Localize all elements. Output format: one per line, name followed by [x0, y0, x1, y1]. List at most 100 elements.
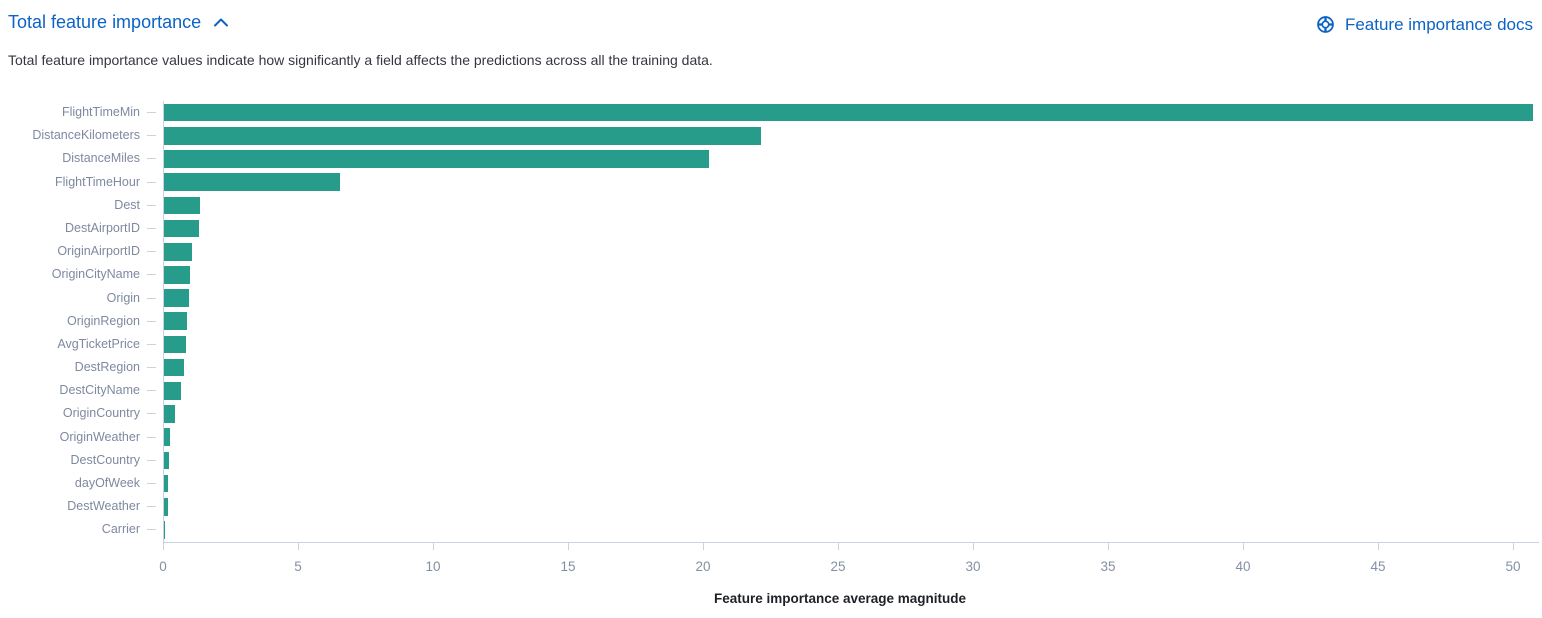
chart-row: Carrier [0, 518, 1542, 541]
y-axis-line [163, 101, 164, 542]
feature-importance-bar[interactable] [164, 335, 187, 354]
y-axis-label: AvgTicketPrice [57, 336, 140, 351]
x-axis-tick [973, 542, 974, 550]
chart-rows: FlightTimeMin DistanceKilometers DistanceM… [0, 101, 1542, 542]
y-axis-tick [147, 506, 156, 508]
feature-importance-bar[interactable] [164, 219, 200, 238]
y-axis-label: DistanceMiles [62, 151, 140, 166]
y-axis-tick [147, 204, 156, 206]
feature-importance-bar[interactable] [164, 150, 710, 168]
feature-importance-bar[interactable] [164, 289, 190, 307]
chart-row: DestWeather [0, 495, 1542, 518]
chart-row: FlightTimeHour [0, 171, 1542, 194]
docs-link-label: Feature importance docs [1344, 14, 1533, 34]
x-axis-tick-label: 30 [965, 559, 981, 574]
chevron-up-icon [213, 17, 229, 28]
y-axis-tick [147, 251, 156, 253]
x-axis-tick [568, 542, 569, 550]
feature-importance-bar[interactable] [164, 382, 181, 400]
section-collapse-toggle[interactable]: Total feature importance [8, 12, 229, 33]
chart-row: DestCountry [0, 449, 1542, 472]
feature-importance-bar[interactable] [164, 428, 170, 447]
feature-importance-bar[interactable] [164, 173, 340, 191]
x-axis-title: Feature importance average magnitude [713, 591, 967, 606]
y-axis-tick [147, 181, 156, 183]
y-axis-tick [147, 529, 156, 531]
y-axis-tick [147, 158, 156, 160]
x-axis-tick-label: 0 [159, 559, 167, 574]
section-title: Total feature importance [8, 12, 202, 32]
x-axis-tick [1108, 542, 1109, 550]
chart-row: DestAirportID [0, 217, 1542, 240]
y-axis-tick [147, 367, 156, 369]
chart-row: AvgTicketPrice [0, 333, 1542, 356]
y-axis-tick [147, 483, 156, 484]
y-axis-tick [147, 227, 156, 229]
y-axis-tick [147, 274, 156, 276]
y-axis-tick [147, 459, 156, 461]
y-axis-tick [147, 297, 156, 299]
x-axis-tick-label: 15 [560, 559, 576, 574]
chart-row: Dest [0, 194, 1542, 217]
y-axis-label: Dest [114, 197, 140, 212]
x-axis-tick-label: 45 [1370, 559, 1386, 574]
y-axis-label: DestWeather [67, 499, 140, 514]
x-axis-tick [1243, 542, 1244, 550]
feature-importance-bar[interactable] [164, 405, 176, 423]
feature-importance-bar[interactable] [164, 521, 166, 539]
feature-importance-bar[interactable] [164, 312, 188, 331]
chart-row: DestRegion [0, 356, 1542, 379]
x-axis-tick [433, 542, 434, 550]
y-axis-label: Carrier [101, 522, 140, 537]
x-axis-tick-label: 20 [695, 559, 711, 574]
y-axis-tick [147, 135, 156, 137]
y-axis-label: DestRegion [74, 360, 140, 375]
feature-importance-bar[interactable] [164, 266, 190, 284]
y-axis-label: FlightTimeMin [61, 105, 140, 119]
x-axis-tick [1378, 542, 1379, 550]
y-axis-label: DestCountry [70, 452, 140, 467]
feature-importance-bar[interactable] [164, 103, 1533, 122]
y-axis-label: dayOfWeek [74, 476, 140, 490]
y-axis-label: DistanceKilometers [32, 128, 140, 143]
x-axis-tick [838, 542, 839, 550]
y-axis-label: DestCityName [59, 383, 140, 398]
x-axis-tick-label: 10 [425, 559, 441, 574]
x-axis-line [163, 541, 1539, 543]
chart-row: FlightTimeMin [0, 101, 1542, 124]
x-axis-tick-label: 40 [1235, 559, 1251, 574]
y-axis-tick [147, 112, 156, 113]
chart-row: OriginWeather [0, 426, 1542, 449]
y-axis-label: FlightTimeHour [55, 174, 140, 189]
feature-importance-bar[interactable] [164, 474, 169, 493]
feature-importance-bar[interactable] [164, 242, 193, 261]
x-axis-tick-label: 5 [294, 559, 302, 574]
chart-row: DistanceKilometers [0, 124, 1542, 147]
feature-importance-bar[interactable] [164, 451, 170, 470]
panel-description: Total feature importance values indicate… [8, 52, 713, 68]
feature-importance-docs-link[interactable]: Feature importance docs [1315, 14, 1533, 35]
y-axis-tick [147, 413, 156, 415]
feature-importance-bar[interactable] [164, 126, 761, 145]
help-icon [1315, 14, 1336, 35]
x-axis-tick [163, 542, 164, 550]
y-axis-tick [147, 343, 156, 345]
feature-importance-bar[interactable] [164, 196, 201, 215]
chart-row: dayOfWeek [0, 472, 1542, 495]
feature-importance-bar[interactable] [164, 497, 168, 516]
chart-row: OriginAirportID [0, 240, 1542, 263]
chart-row: DestCityName [0, 379, 1542, 402]
feature-importance-bar[interactable] [164, 358, 184, 377]
x-axis-tick-label: 25 [830, 559, 846, 574]
chart-row: OriginRegion [0, 310, 1542, 333]
y-axis-label: OriginCityName [51, 267, 140, 282]
x-axis-tick [298, 542, 299, 550]
chart-row: OriginCityName [0, 263, 1542, 286]
y-axis-tick [147, 390, 156, 392]
x-axis-tick-label: 35 [1100, 559, 1116, 574]
y-axis-label: OriginRegion [67, 313, 140, 328]
x-axis-tick [1513, 542, 1514, 550]
y-axis-label: DestAirportID [64, 220, 140, 235]
y-axis-label: Origin [106, 290, 140, 305]
